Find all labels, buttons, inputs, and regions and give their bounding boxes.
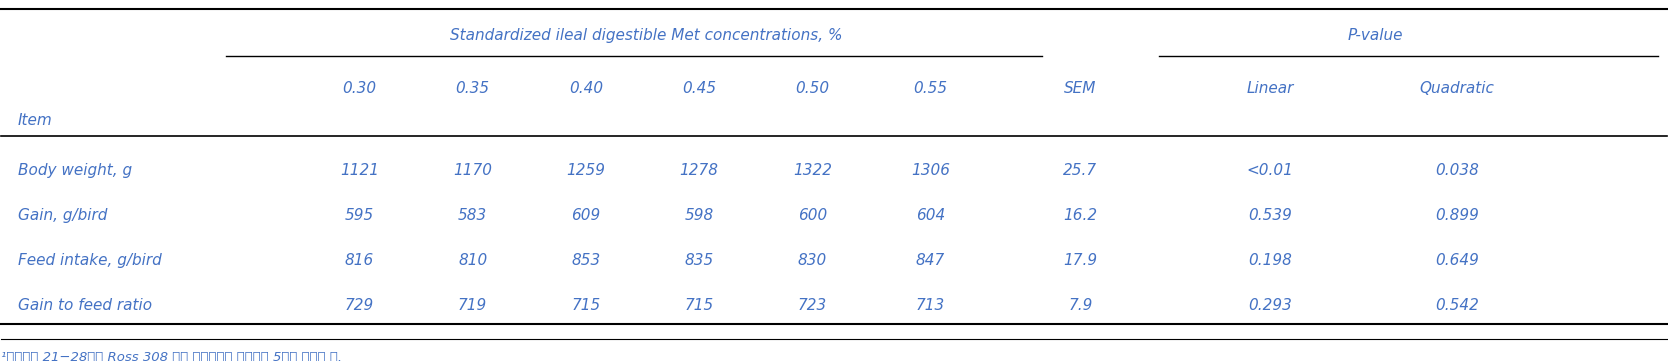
Text: 17.9: 17.9: [1064, 253, 1098, 268]
Text: 715: 715: [570, 298, 600, 313]
Text: 609: 609: [570, 208, 600, 223]
Text: 1306: 1306: [911, 163, 951, 178]
Text: 0.899: 0.899: [1434, 208, 1480, 223]
Text: 0.293: 0.293: [1248, 298, 1293, 313]
Text: 0.649: 0.649: [1434, 253, 1480, 268]
Text: 0.542: 0.542: [1434, 298, 1480, 313]
Text: 16.2: 16.2: [1064, 208, 1098, 223]
Text: 1259: 1259: [567, 163, 605, 178]
Text: Item: Item: [18, 113, 53, 128]
Text: <0.01: <0.01: [1248, 163, 1294, 178]
Text: 723: 723: [797, 298, 827, 313]
Text: 0.50: 0.50: [796, 81, 829, 96]
Text: Standardized ileal digestible Met concentrations, %: Standardized ileal digestible Met concen…: [450, 28, 842, 43]
Text: 816: 816: [345, 253, 374, 268]
Text: 0.40: 0.40: [569, 81, 602, 96]
Text: 598: 598: [684, 208, 714, 223]
Text: 25.7: 25.7: [1064, 163, 1098, 178]
Text: 719: 719: [459, 298, 487, 313]
Text: Body weight, g: Body weight, g: [18, 163, 132, 178]
Text: P-value: P-value: [1348, 28, 1403, 43]
Text: 604: 604: [916, 208, 946, 223]
Text: 713: 713: [916, 298, 946, 313]
Text: 1322: 1322: [792, 163, 832, 178]
Text: 810: 810: [459, 253, 487, 268]
Text: 1121: 1121: [340, 163, 379, 178]
Text: Feed intake, g/bird: Feed intake, g/bird: [18, 253, 162, 268]
Text: 853: 853: [570, 253, 600, 268]
Text: 0.35: 0.35: [455, 81, 490, 96]
Text: Linear: Linear: [1246, 81, 1294, 96]
Text: 595: 595: [345, 208, 374, 223]
Text: 583: 583: [459, 208, 487, 223]
Text: 729: 729: [345, 298, 374, 313]
Text: Quadratic: Quadratic: [1419, 81, 1495, 96]
Text: 0.038: 0.038: [1434, 163, 1480, 178]
Text: ¹데이터는 21−28일령 Ross 308 수컷 육계에서의 케이지당 5수씩 처리한 값.: ¹데이터는 21−28일령 Ross 308 수컷 육계에서의 케이지당 5수씩…: [2, 351, 342, 361]
Text: 847: 847: [916, 253, 946, 268]
Text: 715: 715: [684, 298, 714, 313]
Text: 1170: 1170: [454, 163, 492, 178]
Text: 0.30: 0.30: [342, 81, 377, 96]
Text: 1278: 1278: [679, 163, 719, 178]
Text: 0.45: 0.45: [682, 81, 716, 96]
Text: 0.55: 0.55: [914, 81, 947, 96]
Text: SEM: SEM: [1064, 81, 1096, 96]
Text: Gain, g/bird: Gain, g/bird: [18, 208, 107, 223]
Text: 0.539: 0.539: [1248, 208, 1293, 223]
Text: 600: 600: [797, 208, 827, 223]
Text: 835: 835: [684, 253, 714, 268]
Text: Gain to feed ratio: Gain to feed ratio: [18, 298, 152, 313]
Text: 0.198: 0.198: [1248, 253, 1293, 268]
Text: 7.9: 7.9: [1068, 298, 1093, 313]
Text: 830: 830: [797, 253, 827, 268]
